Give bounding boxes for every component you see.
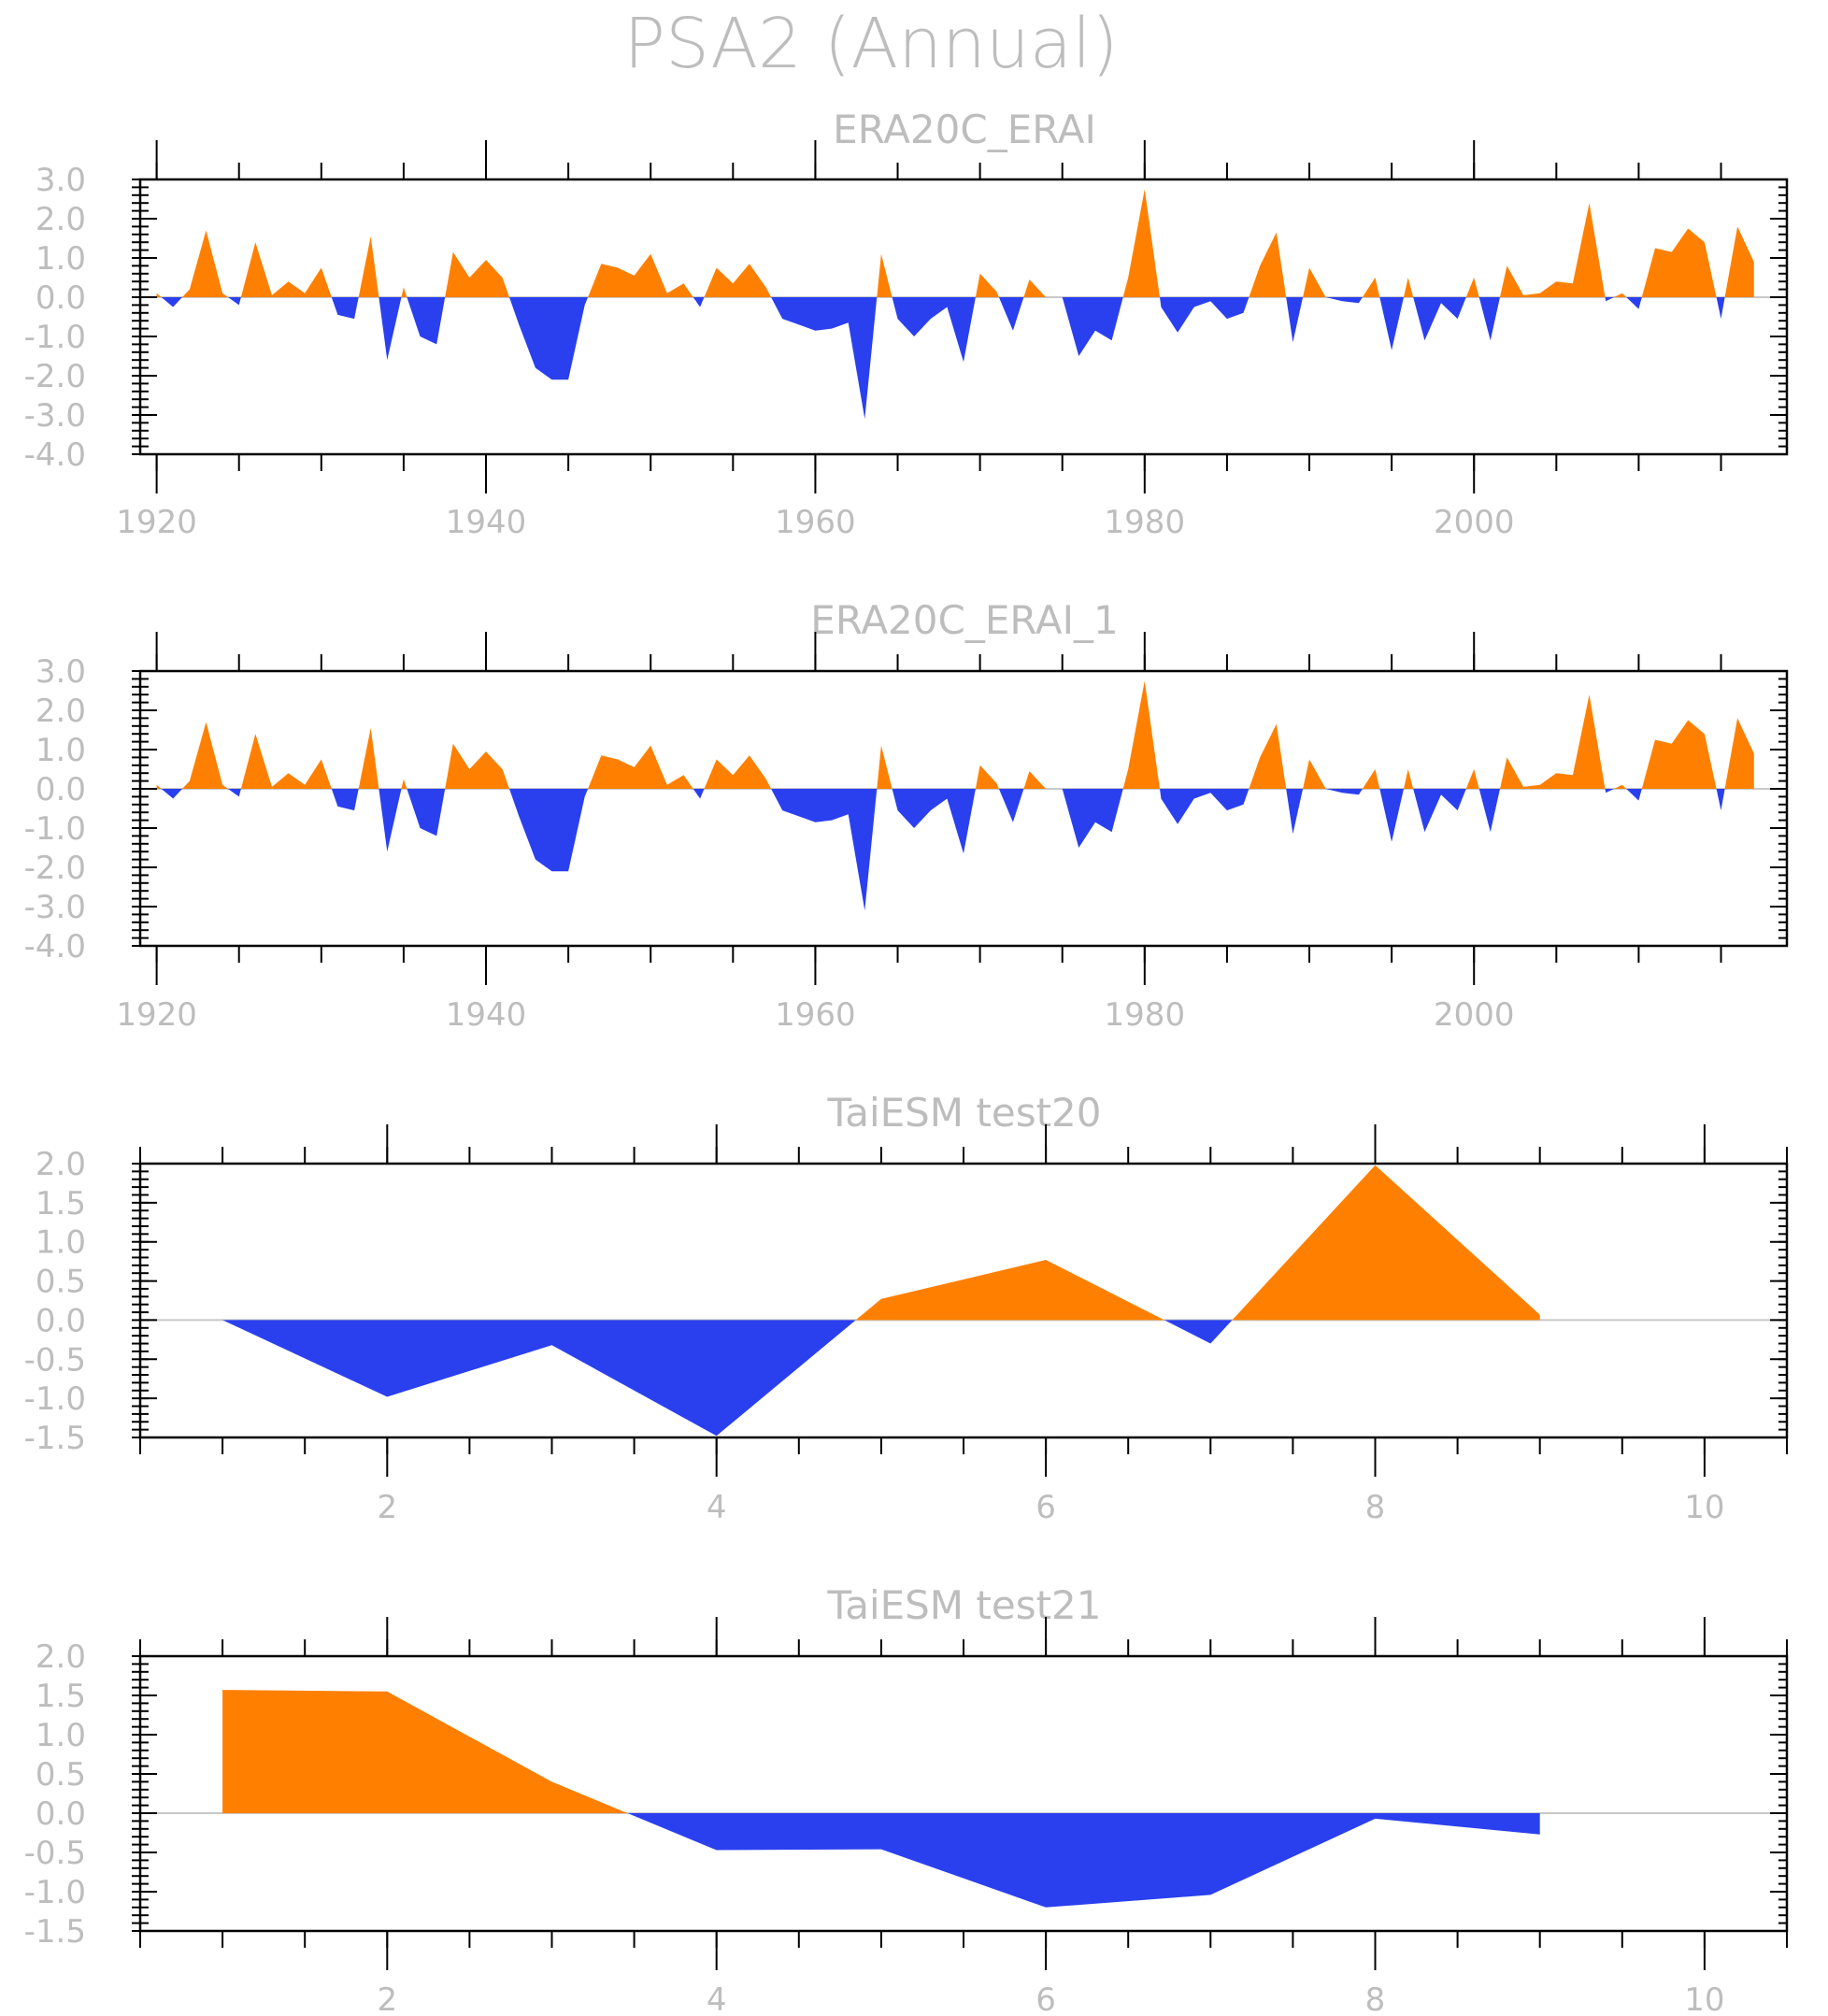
x-tick-label: 1940 — [446, 996, 527, 1034]
x-tick-label: 2000 — [1434, 504, 1515, 541]
y-tick-label: 0.0 — [36, 1302, 86, 1339]
x-tick-label: 10 — [1684, 1981, 1724, 2016]
x-tick-label: 10 — [1684, 1489, 1724, 1526]
x-tick-label: 8 — [1365, 1981, 1386, 2016]
x-tick-label: 1940 — [446, 504, 527, 541]
y-tick-label: -1.5 — [24, 1420, 86, 1457]
x-tick-label: 6 — [1035, 1981, 1056, 2016]
y-tick-label: 1.5 — [36, 1185, 86, 1222]
y-tick-label: 0.5 — [36, 1264, 86, 1301]
y-tick-label: 3.0 — [36, 162, 86, 199]
y-tick-label: 1.0 — [36, 732, 86, 769]
figure-title: PSA2 (Annual) — [623, 4, 1118, 84]
positive-area — [222, 1165, 1540, 1321]
y-tick-label: -1.0 — [24, 319, 86, 356]
x-tick-label: 1980 — [1105, 996, 1186, 1034]
x-tick-label: 1980 — [1105, 504, 1186, 541]
y-tick-label: 2.0 — [36, 693, 86, 730]
panel-title: TaiESM test21 — [827, 1582, 1102, 1628]
y-tick-label: -3.0 — [24, 397, 86, 435]
x-tick-label: 2 — [377, 1981, 397, 2016]
panel-title: TaiESM test20 — [827, 1090, 1102, 1136]
x-tick-label: 6 — [1035, 1489, 1056, 1526]
y-tick-label: -1.0 — [24, 1380, 86, 1418]
y-tick-label: 1.0 — [36, 240, 86, 278]
plot-frame — [138, 178, 1789, 456]
y-tick-label: -4.0 — [24, 436, 86, 474]
y-tick-label: 2.0 — [36, 201, 86, 238]
negative-area — [222, 1813, 1540, 1908]
negative-area — [156, 789, 1754, 911]
y-tick-label: 2.0 — [36, 1146, 86, 1183]
y-tick-label: -1.5 — [24, 1913, 86, 1951]
positive-area — [156, 189, 1754, 297]
x-tick-label: 4 — [707, 1981, 727, 2016]
x-tick-label: 1960 — [775, 504, 856, 541]
y-tick-label: 0.0 — [36, 771, 86, 808]
x-tick-label: 2 — [377, 1489, 397, 1526]
y-tick-label: 1.0 — [36, 1224, 86, 1262]
panel-title: ERA20C_ERAI — [833, 107, 1096, 152]
y-tick-label: -0.5 — [24, 1835, 86, 1872]
y-tick-label: 0.0 — [36, 279, 86, 317]
x-tick-label: 2000 — [1434, 996, 1515, 1034]
positive-area — [156, 680, 1754, 789]
panel-taiesm-test21: TaiESM test21 2.01.51.00.50.0-0.5-1.0-1.… — [24, 1582, 1789, 2016]
y-tick-label: 2.0 — [36, 1638, 86, 1676]
negative-area — [156, 297, 1754, 420]
x-tick-label: 1920 — [116, 504, 197, 541]
y-tick-label: -1.0 — [24, 810, 86, 848]
x-tick-label: 8 — [1365, 1489, 1386, 1526]
y-tick-label: 1.5 — [36, 1678, 86, 1715]
panel-era20c-erai-1: ERA20C_ERAI_1 3.02.01.00.0-1.0-2.0-3.0-4… — [24, 597, 1789, 1034]
y-tick-label: -0.5 — [24, 1341, 86, 1379]
positive-area — [222, 1690, 1540, 1813]
y-tick-label: -1.0 — [24, 1874, 86, 1911]
panel-era20c-erai: ERA20C_ERAI 3.02.01.00.0-1.0-2.0-3.0-4.0… — [24, 107, 1789, 541]
y-tick-label: -2.0 — [24, 358, 86, 395]
y-tick-label: -3.0 — [24, 889, 86, 926]
x-tick-label: 1960 — [775, 996, 856, 1034]
y-tick-label: 0.0 — [36, 1795, 86, 1833]
negative-area — [222, 1320, 1540, 1437]
y-tick-label: 0.5 — [36, 1756, 86, 1794]
plot-frame — [138, 669, 1789, 948]
y-tick-label: 1.0 — [36, 1717, 86, 1754]
panel-taiesm-test20: TaiESM test20 2.01.51.00.50.0-0.5-1.0-1.… — [24, 1090, 1789, 1526]
y-tick-label: -4.0 — [24, 928, 86, 965]
x-tick-label: 4 — [707, 1489, 727, 1526]
y-tick-label: 3.0 — [36, 653, 86, 691]
y-tick-label: -2.0 — [24, 850, 86, 887]
panel-title: ERA20C_ERAI_1 — [810, 597, 1118, 643]
x-tick-label: 1920 — [116, 996, 197, 1034]
